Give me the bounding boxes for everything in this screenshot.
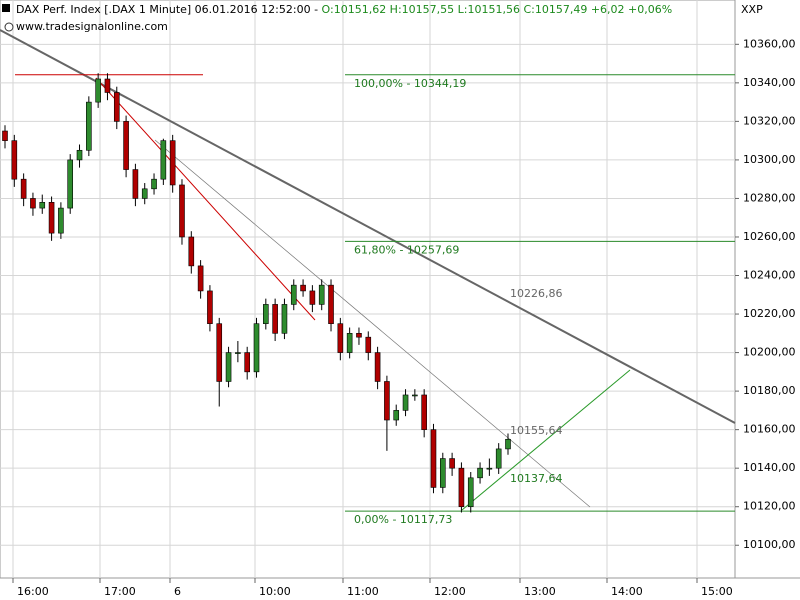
candle-body bbox=[384, 381, 390, 421]
red-diagonal bbox=[95, 77, 316, 321]
y-tick-label: 10280,00 bbox=[743, 191, 796, 204]
y-tick-label: 10300,00 bbox=[743, 153, 796, 166]
x-tick-label: 15:00 bbox=[701, 585, 733, 598]
candle-body bbox=[495, 448, 502, 469]
y-tick-label: 10120,00 bbox=[743, 500, 796, 513]
candle-body bbox=[318, 284, 325, 305]
quote: O:10151,62 H:10157,55 L:10151,56 C:10157… bbox=[322, 3, 673, 16]
candle-body bbox=[58, 207, 64, 234]
candle-body bbox=[412, 394, 418, 397]
y-tick-label: 10340,00 bbox=[743, 76, 796, 89]
candle-body bbox=[458, 467, 465, 508]
candle-body bbox=[281, 304, 288, 334]
green-line bbox=[461, 369, 631, 511]
candle-body bbox=[197, 265, 204, 292]
candle-body bbox=[48, 202, 55, 234]
fib-label: 61,80% - 10257,69 bbox=[354, 243, 459, 256]
candle-body bbox=[113, 92, 120, 122]
candle-body bbox=[2, 130, 8, 141]
y-tick-label: 10260,00 bbox=[743, 230, 796, 243]
fib-label: 100,00% - 10344,19 bbox=[354, 77, 466, 90]
candle-body bbox=[374, 352, 381, 382]
candle-body bbox=[356, 333, 362, 338]
candle-body bbox=[328, 284, 334, 324]
candle-body bbox=[486, 467, 493, 470]
candle-body bbox=[365, 336, 372, 353]
trend-line-thin bbox=[154, 139, 591, 508]
candle-body bbox=[95, 78, 101, 103]
title: DAX Perf. Index [.DAX 1 Minute] 06.01.20… bbox=[16, 3, 322, 16]
y-tick-label: 10360,00 bbox=[743, 37, 796, 50]
candle-body bbox=[216, 323, 223, 382]
x-tick-label: 12:00 bbox=[434, 585, 466, 598]
annotation: 10155,64 bbox=[510, 424, 563, 437]
x-tick-label: 11:00 bbox=[347, 585, 379, 598]
candle-body bbox=[337, 323, 344, 353]
candle-body bbox=[263, 304, 269, 324]
y-tick-label: 10220,00 bbox=[743, 307, 796, 320]
candle-body bbox=[169, 140, 176, 186]
fib-label: 0,00% - 10117,73 bbox=[354, 513, 452, 526]
candle-body bbox=[207, 290, 213, 324]
candle-body bbox=[141, 188, 148, 199]
candle-body bbox=[346, 333, 353, 353]
candle-body bbox=[244, 352, 250, 373]
candle-body bbox=[104, 78, 111, 93]
candle-body bbox=[188, 236, 195, 267]
y-tick-label: 10200,00 bbox=[743, 346, 796, 359]
candle-body bbox=[402, 394, 409, 411]
header-title: DAX Perf. Index [.DAX 1 Minute] 06.01.20… bbox=[16, 3, 672, 16]
candle-body bbox=[123, 121, 129, 170]
copyright-icon bbox=[4, 22, 14, 32]
x-tick-label: 17:00 bbox=[104, 585, 136, 598]
candle-body bbox=[86, 101, 92, 151]
y-tick-label: 10100,00 bbox=[743, 538, 796, 551]
candle-body bbox=[179, 184, 185, 238]
candle-body bbox=[393, 410, 400, 421]
candle-body bbox=[421, 394, 427, 430]
annotation: 10137,64 bbox=[510, 472, 563, 485]
candle-body bbox=[272, 304, 278, 334]
candle-body bbox=[20, 178, 27, 199]
trend-line bbox=[0, 29, 736, 424]
candle-body bbox=[430, 429, 437, 488]
candle-body bbox=[132, 169, 139, 199]
candle-body bbox=[309, 290, 316, 305]
candle-body bbox=[467, 477, 474, 508]
source: www.tradesignalonline.com bbox=[16, 20, 168, 33]
x-tick-label: 13:00 bbox=[524, 585, 556, 598]
candle-body bbox=[290, 284, 297, 305]
candle-body bbox=[225, 352, 232, 382]
layer: 10100,00 10120,00 10140,00 10160,00 10180,00… bbox=[0, 29, 796, 598]
annotation: 10226,86 bbox=[510, 287, 563, 300]
candle-body bbox=[235, 352, 241, 354]
candle-body bbox=[439, 458, 446, 488]
candle-body bbox=[477, 467, 483, 479]
x-tick-label: 16:00 bbox=[17, 585, 49, 598]
candle-body bbox=[253, 323, 260, 373]
candle-body bbox=[505, 438, 511, 450]
candle-body bbox=[300, 284, 306, 292]
y-tick-label: 10160,00 bbox=[743, 423, 796, 436]
candle-body bbox=[11, 140, 18, 180]
candle-body bbox=[160, 140, 167, 180]
x-tick-label: 6 bbox=[174, 585, 181, 598]
candle-body bbox=[76, 149, 83, 161]
candle-body bbox=[30, 198, 36, 209]
candle-body bbox=[449, 458, 455, 469]
candle-body bbox=[151, 178, 157, 190]
menu-icon[interactable] bbox=[2, 4, 10, 12]
y-tick-label: 10180,00 bbox=[743, 384, 796, 397]
x-tick-label: 14:00 bbox=[611, 585, 643, 598]
symbol: XXP bbox=[741, 3, 763, 16]
x-tick-label: 10:00 bbox=[259, 585, 291, 598]
y-tick-label: 10140,00 bbox=[743, 461, 796, 474]
candle-body bbox=[39, 202, 46, 209]
candle-body bbox=[67, 159, 74, 209]
y-tick-label: 10240,00 bbox=[743, 269, 796, 282]
y-tick-label: 10320,00 bbox=[743, 114, 796, 127]
